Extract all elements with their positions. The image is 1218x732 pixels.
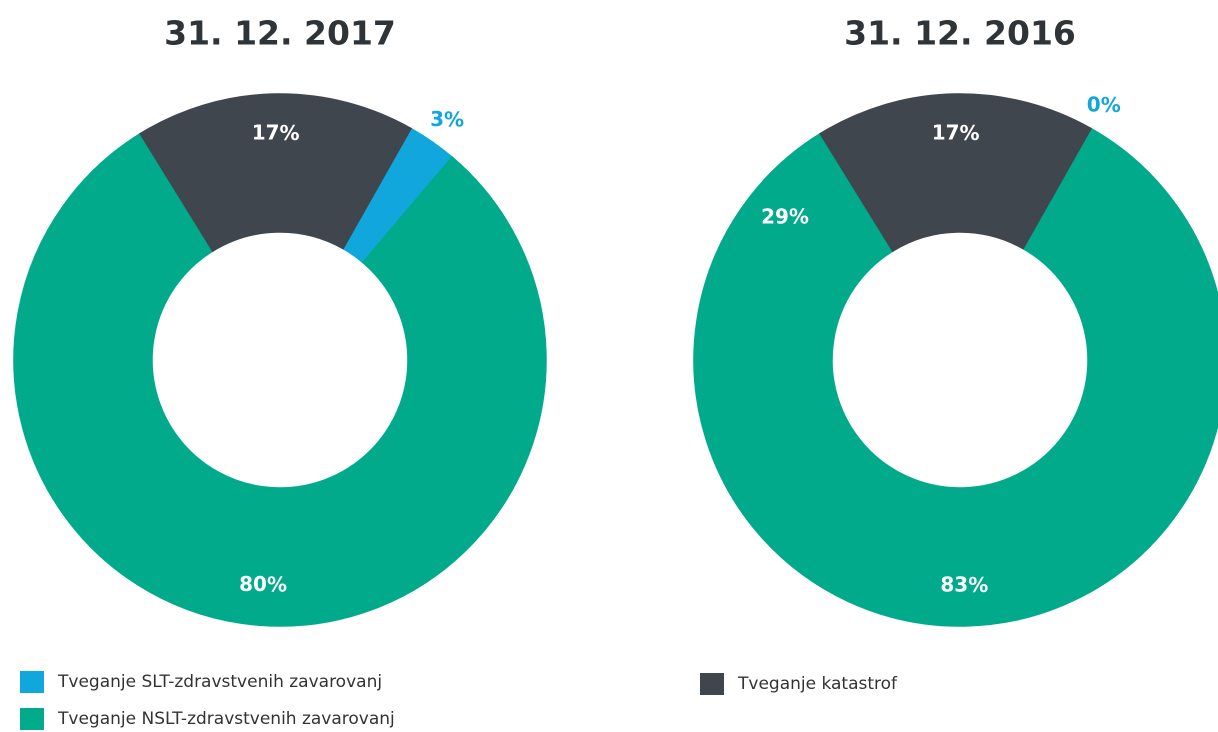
percent-sign: % [267,572,287,596]
legend-swatch [20,671,44,693]
percent-sign: % [968,572,988,596]
slice-label: 3% [430,107,464,131]
slice [13,132,547,627]
legend-label: Tveganje NSLT-zdravstvenih zavarovanj [57,709,395,729]
percent-sign: % [1101,92,1121,116]
slice [693,127,1218,627]
slice-label: 0% [1087,92,1121,116]
annotation: 29% [761,205,809,229]
percent-sign: % [444,107,464,131]
slice [819,93,1093,253]
percent-sign: % [280,121,300,145]
legend-label: Tveganje katastrof [737,674,898,694]
slice-label: 17% [252,121,300,145]
legend-swatch [700,673,724,695]
legend-swatch [20,708,44,730]
chart-title: 31. 12. 2017 [164,14,396,53]
slice-label: 80% [239,572,287,596]
slice-label: 83% [940,572,988,596]
legend-label: Tveganje SLT-zdravstvenih zavarovanj [57,672,382,692]
percent-sign: % [960,121,980,145]
chart-title: 31. 12. 2016 [844,14,1076,53]
slice [139,93,413,253]
slice-label: 17% [932,121,980,145]
